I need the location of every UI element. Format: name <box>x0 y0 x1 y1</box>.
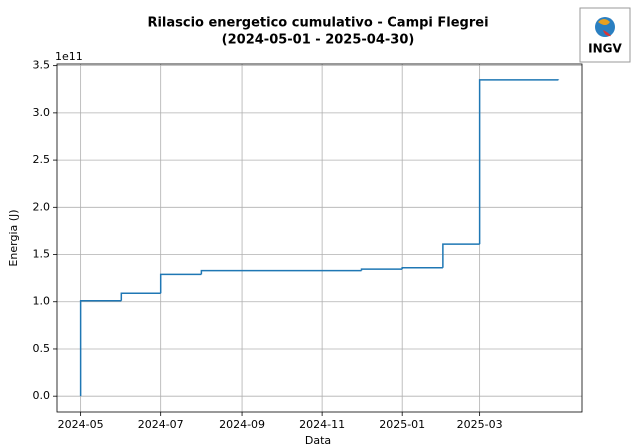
x-tick-label: 2024-05 <box>58 418 104 431</box>
y-axis-label: Energia (J) <box>7 209 20 266</box>
chart-subtitle: (2024-05-01 - 2025-04-30) <box>222 33 415 48</box>
x-tick-label: 2024-09 <box>219 418 265 431</box>
step-segment <box>401 266 443 270</box>
y-tick-label: 3.0 <box>33 106 51 119</box>
step-segment <box>200 269 362 275</box>
y-tick-label: 0.5 <box>33 342 51 355</box>
chart-title: Rilascio energetico cumulativo - Campi F… <box>147 16 488 31</box>
y-tick-label: 3.5 <box>33 59 51 72</box>
step-segment <box>159 273 202 294</box>
x-tick-label: 2024-11 <box>299 418 345 431</box>
y-offset-label: 1e11 <box>55 50 83 63</box>
x-tick-label: 2024-07 <box>138 418 184 431</box>
step-segment <box>360 268 403 271</box>
step-segment <box>442 243 480 268</box>
step-segment <box>478 79 559 245</box>
plot-frame <box>56 63 583 413</box>
logo-text: INGV <box>588 42 622 56</box>
logo: INGV <box>579 7 631 63</box>
step-segment <box>120 292 161 301</box>
y-tick-label: 1.0 <box>33 295 51 308</box>
logo-land <box>598 19 610 25</box>
y-tick-label: 2.0 <box>33 200 51 213</box>
step-segment <box>79 300 122 397</box>
x-axis-label: Data <box>305 434 331 447</box>
y-tick-label: 1.5 <box>33 248 51 261</box>
y-tick-label: 0.0 <box>33 389 51 402</box>
x-tick-label: 2025-01 <box>379 418 425 431</box>
y-tick-label: 2.5 <box>33 153 51 166</box>
logo-land <box>603 30 611 37</box>
x-tick-label: 2025-03 <box>457 418 503 431</box>
